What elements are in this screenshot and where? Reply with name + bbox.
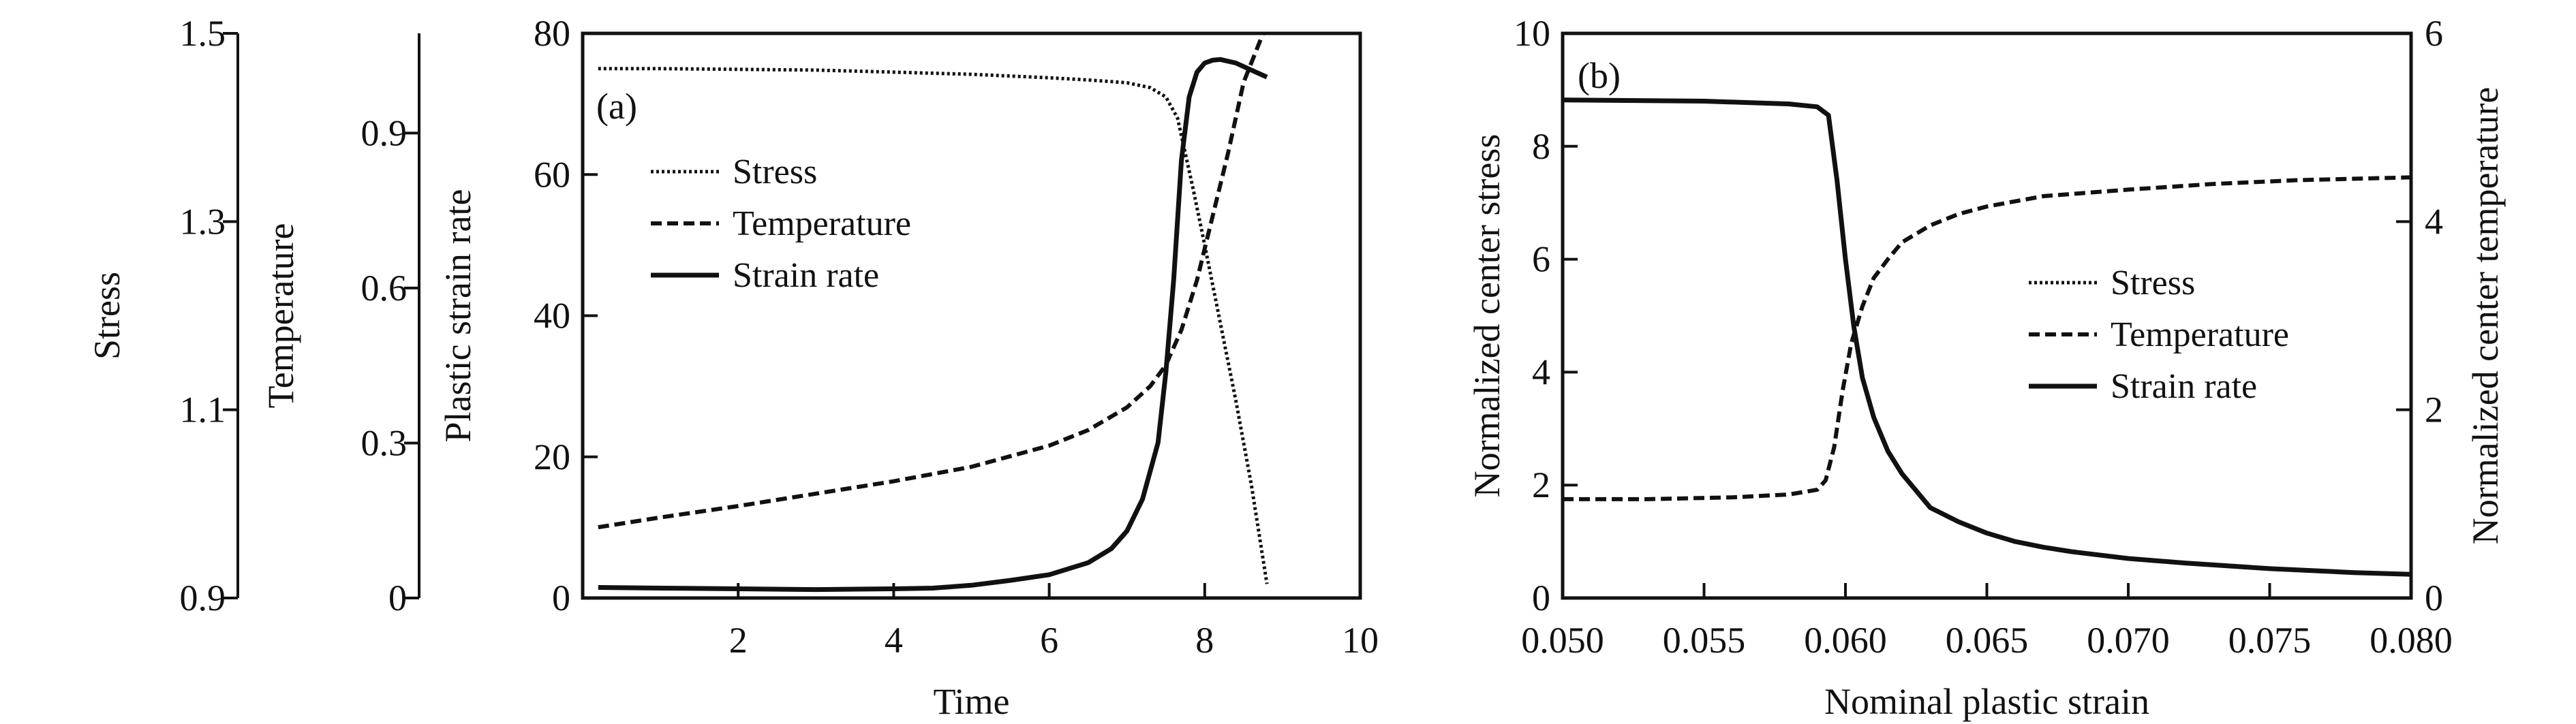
strain_rate-tick-label: 20: [534, 437, 570, 477]
legend-entry: Stress: [2111, 264, 2195, 302]
strain_rate-tick-label: 60: [534, 154, 570, 195]
stress-tick-label: 0.9: [180, 578, 226, 618]
stress-tick-label: 0: [1532, 578, 1550, 618]
strain_rate-tick-label: 40: [534, 296, 570, 336]
panel-b: 0.050 0.055 0.060 0.065 0.070 0.075 0.080 Nomin…: [1467, 13, 2506, 722]
stress-tick-label: 10: [1514, 13, 1550, 54]
stress-tick-label: 1.1: [180, 390, 226, 430]
x-tick-label: 0.060: [1804, 620, 1887, 661]
x-axis-label: Nominal plastic strain: [1824, 681, 2149, 722]
temperature-tick-label: 0.9: [361, 112, 408, 153]
panel-label: (a): [596, 86, 637, 127]
stress-tick-label: 4: [1532, 351, 1550, 392]
temperature-axis-label: Temperature: [260, 223, 301, 408]
legend-entry: Temperature: [733, 204, 911, 243]
panel-label: (b): [1578, 55, 1621, 96]
temperature-tick-label: 0: [388, 578, 407, 618]
x-tick-label: 6: [1040, 620, 1058, 661]
legend: Stress Temperature Strain rate: [651, 153, 911, 295]
strain_rate-tick-label: 0: [552, 578, 570, 618]
x-tick-label: 2: [729, 620, 748, 661]
series-stress: [1563, 97, 2411, 577]
legend-entry: Stress: [733, 153, 817, 191]
temperature-tick-label: 2: [2425, 390, 2443, 430]
x-tick-label: 0.065: [1946, 620, 2029, 661]
x-tick-label: 0.050: [1521, 620, 1604, 661]
stress-tick-label: 6: [1532, 239, 1550, 280]
temperature-tick-label: 0.3: [361, 422, 408, 463]
stress-tick-label: 1.3: [180, 201, 226, 242]
x-tick-label: 4: [885, 620, 903, 661]
x-tick-label: 10: [1342, 620, 1379, 661]
temperature-tick-label: 0.6: [361, 268, 408, 309]
panel-a: 2 4 6 8 10 Time 0 20 40 60 80 Plastic strain rate 0 0…: [87, 13, 1379, 722]
stress-tick-label: 1.5: [180, 13, 226, 54]
legend-entry: Strain rate: [733, 256, 879, 295]
x-tick-label: 8: [1195, 620, 1214, 661]
series-stress: [598, 67, 1269, 584]
strain_rate-axis-label: Plastic strain rate: [438, 189, 478, 443]
x-tick-label: 0.080: [2370, 620, 2453, 661]
stress-axis-label: Stress: [87, 272, 127, 360]
temperature-tick-label: 4: [2425, 201, 2443, 242]
series-strain-rate: [598, 57, 1268, 593]
strain_rate-tick-label: 80: [534, 13, 570, 54]
temperature-tick-label: 6: [2425, 13, 2443, 54]
stress-tick-label: 2: [1532, 465, 1550, 505]
legend: Stress Temperature Strain rate: [2029, 264, 2289, 406]
temperature-tick-label: 0: [2425, 578, 2443, 618]
stress-axis-label: Normalized center stress: [1467, 134, 1507, 498]
x-tick-label: 0.055: [1663, 620, 1746, 661]
stress-tick-label: 8: [1532, 126, 1550, 167]
series-temperature: [598, 32, 1266, 530]
x-tick-label: 0.070: [2087, 620, 2170, 661]
x-tick-label: 0.075: [2228, 620, 2312, 661]
legend-entry: Strain rate: [2111, 367, 2257, 406]
series-temperature: [1563, 175, 2411, 501]
x-axis-label: Time: [933, 681, 1009, 722]
temperature-axis-label: Normalized center temperature: [2465, 87, 2506, 545]
legend-entry: Temperature: [2111, 315, 2289, 354]
